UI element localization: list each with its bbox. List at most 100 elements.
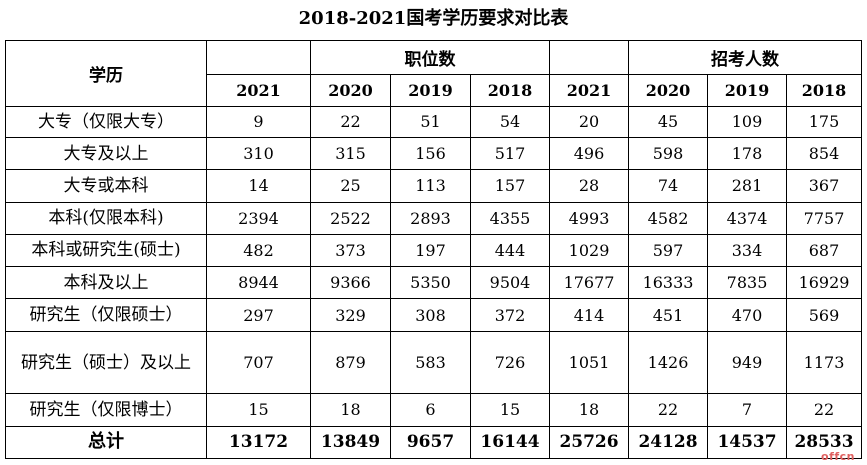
row-label: 研究生（仅限博士） <box>5 393 207 427</box>
total-cell: 9657 <box>390 425 471 460</box>
table-cell: 4993 <box>549 201 630 235</box>
table-title: 2018-2021国考学历要求对比表 <box>298 8 569 29</box>
table-cell: 367 <box>786 169 863 203</box>
table-cell: 310 <box>206 136 311 171</box>
table-cell: 569 <box>786 298 863 332</box>
table-cell: 109 <box>707 105 788 138</box>
table-cell: 51 <box>390 105 471 138</box>
table-cell: 22 <box>310 105 391 138</box>
total-cell: 25726 <box>549 425 630 460</box>
table-cell: 854 <box>786 136 863 171</box>
total-label: 总计 <box>5 425 207 460</box>
table-cell: 18 <box>310 393 391 427</box>
table-cell: 2522 <box>310 201 391 235</box>
table-cell: 1029 <box>549 233 630 268</box>
education-comparison-table: 学历 职位数 招考人数 2021 2020 2019 2018 2021 202… <box>5 39 863 460</box>
row-label: 研究生（硕士）及以上 <box>5 330 207 395</box>
table-row: 大专（仅限大专） 9 22 51 54 20 45 109 175 <box>5 105 863 138</box>
table-cell: 517 <box>469 136 551 171</box>
table-cell: 17677 <box>549 266 630 300</box>
table-cell: 451 <box>628 298 709 332</box>
table-cell: 470 <box>707 298 788 332</box>
total-cell: 28533 <box>786 425 863 460</box>
table-cell: 7835 <box>707 266 788 300</box>
table-row: 大专或本科 14 25 113 157 28 74 281 367 <box>5 169 863 203</box>
row-label: 大专（仅限大专） <box>5 105 207 138</box>
total-cell: 13849 <box>310 425 391 460</box>
table-cell: 156 <box>390 136 471 171</box>
year-header: 2018 <box>786 74 863 107</box>
table-cell: 1051 <box>549 330 630 395</box>
table-cell: 4374 <box>707 201 788 235</box>
table-cell: 197 <box>390 233 471 268</box>
table-cell: 308 <box>390 298 471 332</box>
table-row: 研究生（仅限博士） 15 18 6 15 18 22 7 22 <box>5 393 863 427</box>
table-row: 本科(仅限本科) 2394 2522 2893 4355 4993 4582 4374 7757 <box>5 201 863 235</box>
table-cell: 4355 <box>469 201 551 235</box>
table-cell: 22 <box>628 393 709 427</box>
table-cell: 16333 <box>628 266 709 300</box>
table-cell: 315 <box>310 136 391 171</box>
year-header: 2021 <box>206 74 311 107</box>
table-cell: 444 <box>469 233 551 268</box>
table-row: 研究生（仅限硕士） 297 329 308 372 414 451 470 569 <box>5 298 863 332</box>
table-cell: 4582 <box>628 201 709 235</box>
row-label: 研究生（仅限硕士） <box>5 298 207 332</box>
header-blank-cell <box>206 39 311 76</box>
positions-group-header: 职位数 <box>309 39 551 76</box>
table-cell: 15 <box>469 393 551 427</box>
year-header: 2019 <box>390 74 471 107</box>
table-cell: 28 <box>549 169 630 203</box>
year-header: 2019 <box>707 74 788 107</box>
header-row-groups: 学历 职位数 招考人数 <box>5 39 863 107</box>
row-label: 大专或本科 <box>5 169 207 203</box>
row-label: 本科或研究生(硕士) <box>5 233 207 268</box>
table-cell: 414 <box>549 298 630 332</box>
table-row: 本科或研究生(硕士) 482 373 197 444 1029 597 334 687 <box>5 233 863 268</box>
table-cell: 20 <box>549 105 630 138</box>
table-row: 研究生（硕士）及以上 707 879 583 726 1051 1426 949 1173 <box>5 330 863 395</box>
table-row: 本科及以上 8944 9366 5350 9504 17677 16333 7835 16929 <box>5 266 863 300</box>
table-cell: 1426 <box>628 330 709 395</box>
header-blank-cell <box>549 39 630 76</box>
total-row: 总计 13172 13849 9657 16144 25726 24128 14537 2853… <box>5 425 863 460</box>
table-cell: 175 <box>786 105 863 138</box>
table-cell: 25 <box>310 169 391 203</box>
total-cell: 14537 <box>707 425 788 460</box>
education-header: 学历 <box>5 40 207 107</box>
table-cell: 2893 <box>390 201 471 235</box>
table-cell: 1173 <box>786 330 863 395</box>
table-cell: 54 <box>469 105 551 138</box>
table-cell: 74 <box>628 169 709 203</box>
table-cell: 45 <box>628 105 709 138</box>
table-cell: 297 <box>206 298 311 332</box>
applicants-group-header: 招考人数 <box>628 39 863 76</box>
table-cell: 687 <box>786 233 863 268</box>
table-cell: 329 <box>310 298 391 332</box>
table-cell: 281 <box>707 169 788 203</box>
table-cell: 14 <box>206 169 311 203</box>
year-header: 2021 <box>549 74 630 107</box>
table-cell: 707 <box>206 330 311 395</box>
table-cell: 496 <box>549 136 630 171</box>
table-cell: 9366 <box>310 266 391 300</box>
table-cell: 16929 <box>786 266 863 300</box>
table-cell: 583 <box>390 330 471 395</box>
table-cell: 9504 <box>469 266 551 300</box>
table-cell: 7 <box>707 393 788 427</box>
table-cell: 22 <box>786 393 863 427</box>
table-cell: 15 <box>206 393 311 427</box>
year-header: 2018 <box>469 74 551 107</box>
table-cell: 157 <box>469 169 551 203</box>
table-cell: 8944 <box>206 266 311 300</box>
year-header: 2020 <box>628 74 709 107</box>
total-cell: 13172 <box>206 425 311 460</box>
row-label: 本科及以上 <box>5 266 207 300</box>
table-cell: 6 <box>390 393 471 427</box>
row-label: 本科(仅限本科) <box>5 201 207 235</box>
table-cell: 5350 <box>390 266 471 300</box>
table-cell: 949 <box>707 330 788 395</box>
table-row: 大专及以上 310 315 156 517 496 598 178 854 <box>5 136 863 171</box>
table-cell: 879 <box>310 330 391 395</box>
year-header: 2020 <box>310 74 391 107</box>
